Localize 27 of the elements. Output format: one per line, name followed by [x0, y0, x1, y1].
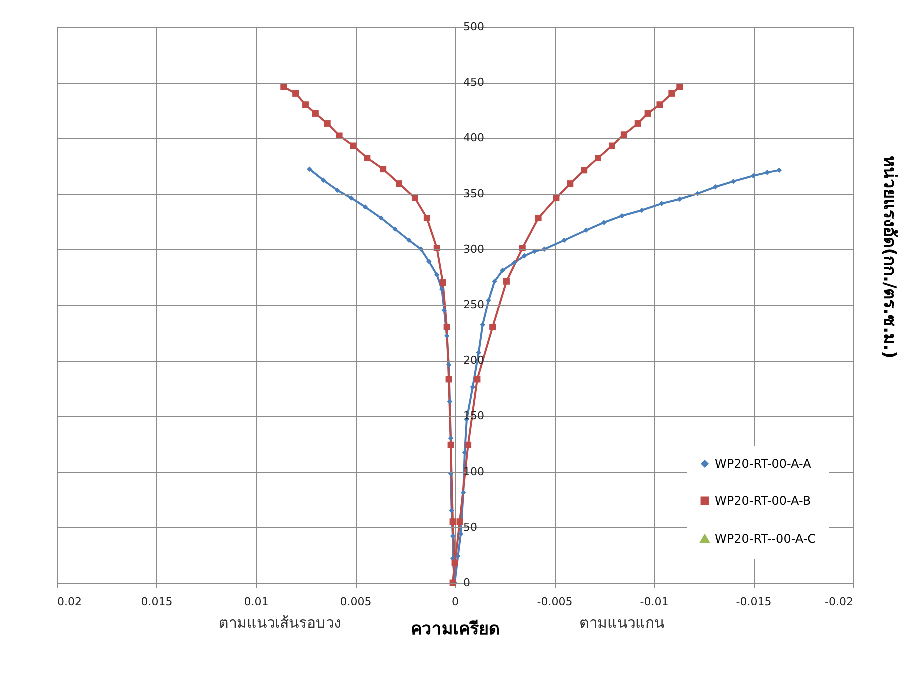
x-tick-label: 0.005 [340, 596, 372, 608]
y-tick-label: 150 [464, 410, 484, 423]
y-tick-label: 0 [464, 576, 470, 590]
y-tick-label: 500 [464, 20, 484, 34]
y-tick-label: 400 [464, 132, 484, 145]
legend-label: WP20-RT--00-A-C [715, 532, 816, 546]
y-tick-label: 50 [464, 520, 478, 534]
y-axis-title: หน่วยแรงอัด(กก./ตร.ซ.ม.) [880, 156, 900, 359]
x-tick-label: -0.015 [736, 596, 772, 608]
y-tick-label: 350 [464, 187, 484, 200]
x-tick-label: 0 [452, 596, 459, 608]
x-axis-title: ความเครียด [411, 618, 500, 640]
y-tick-label: 100 [464, 465, 484, 478]
x-tick-label: -0.005 [537, 596, 573, 608]
y-tick-label: 450 [464, 76, 484, 90]
y-tick-label: 300 [464, 242, 484, 256]
y-tick-label: 200 [464, 354, 484, 368]
x-tick-label: 0.02 [58, 596, 82, 608]
text: ตามแนวเส้นรอบวง [218, 614, 341, 632]
x-tick-label: 0.01 [244, 596, 269, 608]
text: ตามแนวแกน [580, 614, 665, 632]
x-tick-label: -0.01 [640, 596, 669, 608]
x-tick-label: 0.015 [141, 596, 173, 608]
x-tick-label: -0.02 [825, 596, 854, 608]
y-tick-label: 250 [464, 298, 484, 312]
legend-label: WP20-RT-00-A-B [715, 494, 812, 508]
legend-label: WP20-RT-00-A-A [715, 457, 812, 471]
